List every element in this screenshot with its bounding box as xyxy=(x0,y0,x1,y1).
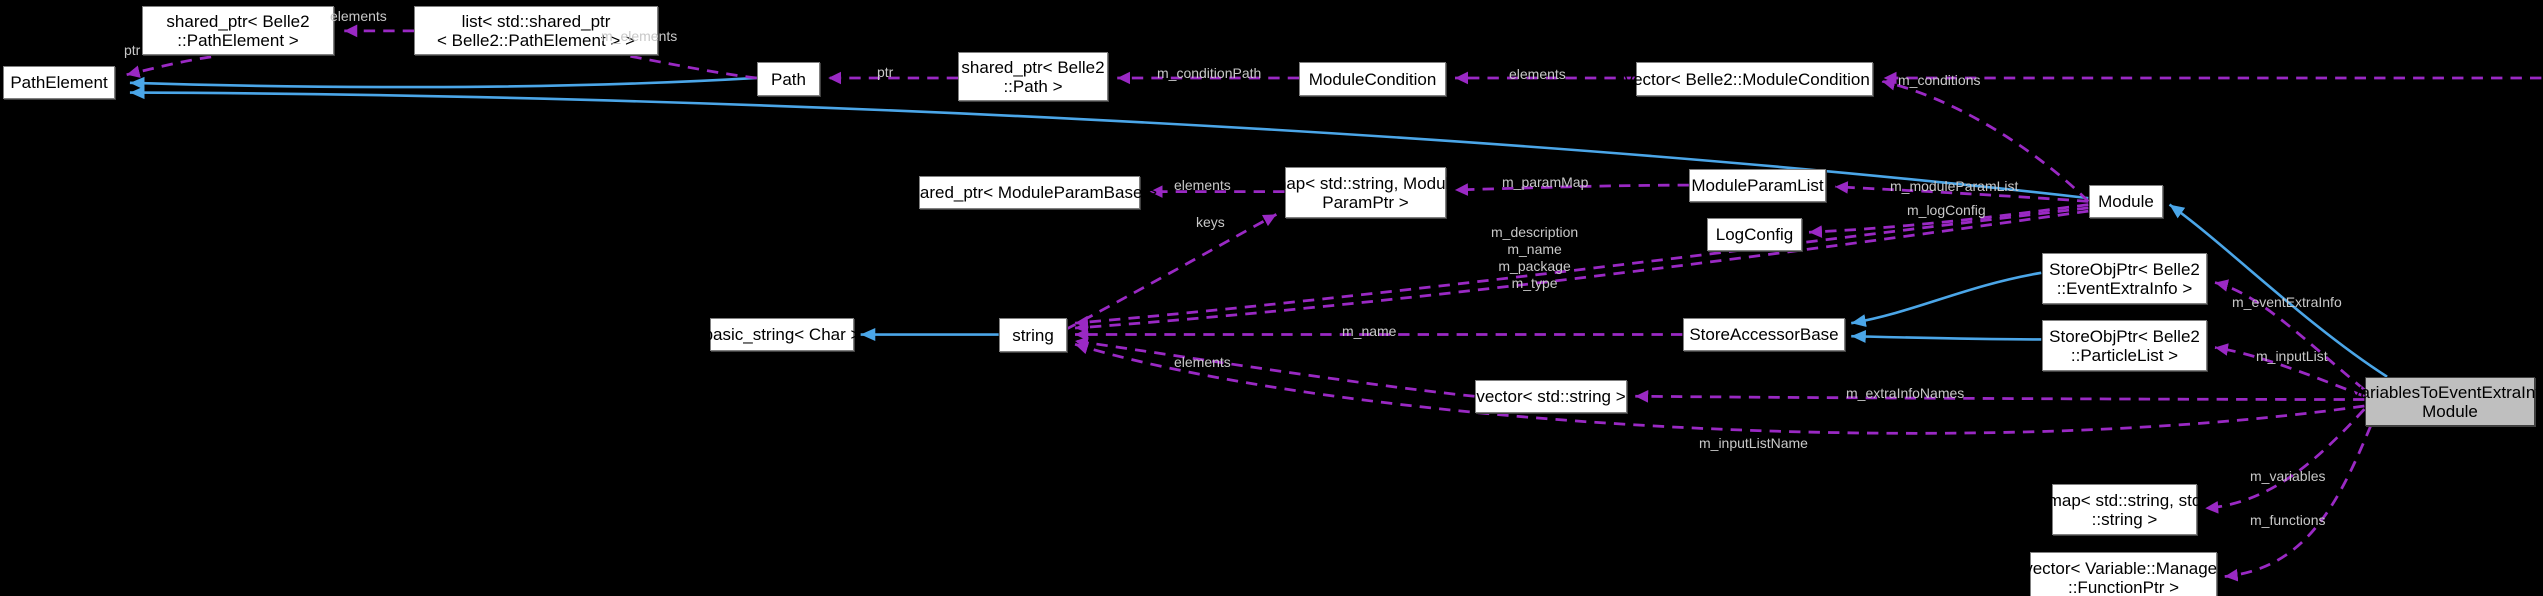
node-moduleparamlist[interactable]: ModuleParamList xyxy=(1689,169,1826,202)
node-shared-ptr-pathelement[interactable]: shared_ptr< Belle2 ::PathElement > xyxy=(142,6,334,55)
node-modulecondition[interactable]: ModuleCondition xyxy=(1299,62,1446,96)
node-map-string-moduleparamptr[interactable]: map< std::string, Module ParamPtr > xyxy=(1272,167,1459,218)
node-storeaccessorbase[interactable]: StoreAccessorBase xyxy=(1683,318,1845,351)
node-module-main[interactable]: Module xyxy=(2089,185,2163,218)
node-vector-modulecondition[interactable]: vector< Belle2::ModuleCondition > xyxy=(1625,62,1884,96)
node-pathelement[interactable]: PathElement xyxy=(3,66,115,99)
node-list-shared-ptr-pathelement[interactable]: list< std::shared_ptr < Belle2::PathElem… xyxy=(414,6,658,55)
node-map-string-string[interactable]: map< std::string, std ::string > xyxy=(2048,484,2201,535)
node-shared-ptr-moduleparambase[interactable]: shared_ptr< ModuleParamBase > xyxy=(902,176,1157,209)
node-storeobjptr-particlelist[interactable]: StoreObjPtr< Belle2 ::ParticleList > xyxy=(2042,320,2207,371)
node-logconfig[interactable]: LogConfig xyxy=(1707,218,1802,251)
node-basic-string-char[interactable]: basic_string< Char > xyxy=(704,318,860,351)
node-shared-ptr-path[interactable]: shared_ptr< Belle2 ::Path > xyxy=(958,52,1108,101)
node-string[interactable]: string xyxy=(999,318,1067,352)
node-vector-string[interactable]: vector< std::string > xyxy=(1475,380,1627,413)
node-path[interactable]: Path xyxy=(757,62,820,96)
node-variablestoeventextrainfomodule[interactable]: VariablesToEventExtraInfo Module xyxy=(2350,377,2543,426)
node-storeobjptr-eventextrainfo[interactable]: StoreObjPtr< Belle2 ::EventExtraInfo > xyxy=(2042,253,2207,304)
node-vector-functionptr[interactable]: vector< Variable::Manager ::FunctionPtr … xyxy=(2024,552,2223,596)
